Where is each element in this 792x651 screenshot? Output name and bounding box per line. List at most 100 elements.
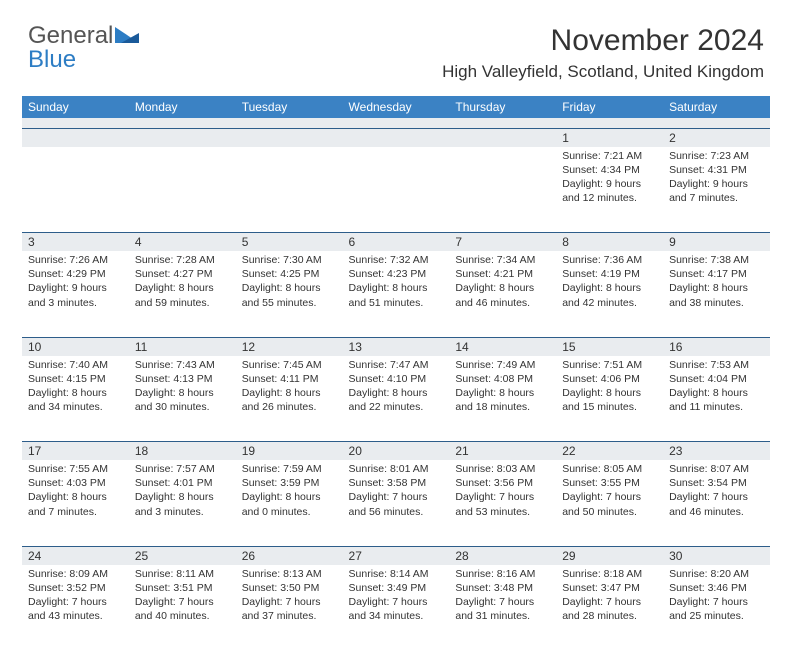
location-subtitle: High Valleyfield, Scotland, United Kingd… xyxy=(442,62,764,82)
daylight-text: Daylight: 7 hours xyxy=(349,595,444,609)
sunset-text: Sunset: 4:03 PM xyxy=(28,476,123,490)
day-number: 28 xyxy=(449,546,556,565)
sunrise-text: Sunrise: 8:05 AM xyxy=(562,462,657,476)
day-number: 6 xyxy=(343,233,450,252)
day-number: 1 xyxy=(556,128,663,147)
daylight-text: Daylight: 8 hours xyxy=(349,281,444,295)
daylight-text: Daylight: 7 hours xyxy=(28,595,123,609)
day-number xyxy=(236,128,343,147)
day-number: 7 xyxy=(449,233,556,252)
month-title: November 2024 xyxy=(442,24,764,58)
daylight-text: Daylight: 7 hours xyxy=(135,595,230,609)
day-cell: Sunrise: 7:51 AMSunset: 4:06 PMDaylight:… xyxy=(556,356,663,442)
daylight-text: and 43 minutes. xyxy=(28,609,123,623)
day-header: Saturday xyxy=(663,96,770,118)
sunrise-text: Sunrise: 7:59 AM xyxy=(242,462,337,476)
daylight-text: Daylight: 8 hours xyxy=(455,386,550,400)
day-number: 3 xyxy=(22,233,129,252)
day-number: 5 xyxy=(236,233,343,252)
sunset-text: Sunset: 4:10 PM xyxy=(349,372,444,386)
day-number-row: 10111213141516 xyxy=(22,337,770,356)
brand-text-blue: Blue xyxy=(28,46,76,73)
day-cell: Sunrise: 7:38 AMSunset: 4:17 PMDaylight:… xyxy=(663,251,770,337)
daylight-text: and 0 minutes. xyxy=(242,505,337,519)
daylight-text: and 11 minutes. xyxy=(669,400,764,414)
sunset-text: Sunset: 4:31 PM xyxy=(669,163,764,177)
sunrise-text: Sunrise: 7:43 AM xyxy=(135,358,230,372)
day-number: 22 xyxy=(556,442,663,461)
daylight-text: Daylight: 9 hours xyxy=(562,177,657,191)
sunrise-text: Sunrise: 7:30 AM xyxy=(242,253,337,267)
day-number xyxy=(129,128,236,147)
sunset-text: Sunset: 3:58 PM xyxy=(349,476,444,490)
daylight-text: and 28 minutes. xyxy=(562,609,657,623)
day-number: 21 xyxy=(449,442,556,461)
sunrise-text: Sunrise: 8:18 AM xyxy=(562,567,657,581)
day-number: 10 xyxy=(22,337,129,356)
day-cell: Sunrise: 7:43 AMSunset: 4:13 PMDaylight:… xyxy=(129,356,236,442)
day-cell: Sunrise: 7:26 AMSunset: 4:29 PMDaylight:… xyxy=(22,251,129,337)
week-row: Sunrise: 7:55 AMSunset: 4:03 PMDaylight:… xyxy=(22,460,770,546)
day-number: 4 xyxy=(129,233,236,252)
sunrise-text: Sunrise: 8:09 AM xyxy=(28,567,123,581)
sunset-text: Sunset: 4:29 PM xyxy=(28,267,123,281)
sunrise-text: Sunrise: 7:28 AM xyxy=(135,253,230,267)
daylight-text: and 53 minutes. xyxy=(455,505,550,519)
week-row: Sunrise: 8:09 AMSunset: 3:52 PMDaylight:… xyxy=(22,565,770,651)
sunrise-text: Sunrise: 7:40 AM xyxy=(28,358,123,372)
sunrise-text: Sunrise: 7:32 AM xyxy=(349,253,444,267)
day-header: Wednesday xyxy=(343,96,450,118)
day-cell xyxy=(449,147,556,233)
week-row: Sunrise: 7:40 AMSunset: 4:15 PMDaylight:… xyxy=(22,356,770,442)
daylight-text: Daylight: 7 hours xyxy=(455,490,550,504)
daylight-text: Daylight: 7 hours xyxy=(349,490,444,504)
sunrise-text: Sunrise: 7:26 AM xyxy=(28,253,123,267)
sunset-text: Sunset: 3:48 PM xyxy=(455,581,550,595)
daylight-text: Daylight: 8 hours xyxy=(242,281,337,295)
day-cell xyxy=(236,147,343,233)
daylight-text: Daylight: 7 hours xyxy=(562,595,657,609)
day-cell: Sunrise: 7:30 AMSunset: 4:25 PMDaylight:… xyxy=(236,251,343,337)
sunset-text: Sunset: 4:34 PM xyxy=(562,163,657,177)
daylight-text: and 40 minutes. xyxy=(135,609,230,623)
day-cell: Sunrise: 8:01 AMSunset: 3:58 PMDaylight:… xyxy=(343,460,450,546)
sunset-text: Sunset: 4:25 PM xyxy=(242,267,337,281)
daylight-text: Daylight: 8 hours xyxy=(135,281,230,295)
brand-triangle-icon xyxy=(115,27,139,43)
daylight-text: Daylight: 7 hours xyxy=(242,595,337,609)
day-number: 29 xyxy=(556,546,663,565)
daylight-text: and 26 minutes. xyxy=(242,400,337,414)
sunrise-text: Sunrise: 7:53 AM xyxy=(669,358,764,372)
sunrise-text: Sunrise: 8:11 AM xyxy=(135,567,230,581)
daylight-text: Daylight: 8 hours xyxy=(242,386,337,400)
sunrise-text: Sunrise: 7:45 AM xyxy=(242,358,337,372)
day-cell: Sunrise: 8:09 AMSunset: 3:52 PMDaylight:… xyxy=(22,565,129,651)
day-number: 23 xyxy=(663,442,770,461)
brand-text-gray: General xyxy=(28,22,113,49)
sunrise-text: Sunrise: 7:21 AM xyxy=(562,149,657,163)
day-cell: Sunrise: 7:45 AMSunset: 4:11 PMDaylight:… xyxy=(236,356,343,442)
day-header: Sunday xyxy=(22,96,129,118)
daylight-text: Daylight: 8 hours xyxy=(135,490,230,504)
sunset-text: Sunset: 4:17 PM xyxy=(669,267,764,281)
daylight-text: Daylight: 8 hours xyxy=(455,281,550,295)
daylight-text: and 55 minutes. xyxy=(242,296,337,310)
sunrise-text: Sunrise: 7:57 AM xyxy=(135,462,230,476)
day-number: 9 xyxy=(663,233,770,252)
day-number: 11 xyxy=(129,337,236,356)
sunset-text: Sunset: 3:51 PM xyxy=(135,581,230,595)
day-cell: Sunrise: 8:16 AMSunset: 3:48 PMDaylight:… xyxy=(449,565,556,651)
sunset-text: Sunset: 3:52 PM xyxy=(28,581,123,595)
day-cell: Sunrise: 8:20 AMSunset: 3:46 PMDaylight:… xyxy=(663,565,770,651)
sunset-text: Sunset: 3:54 PM xyxy=(669,476,764,490)
day-number: 25 xyxy=(129,546,236,565)
day-cell: Sunrise: 8:03 AMSunset: 3:56 PMDaylight:… xyxy=(449,460,556,546)
daylight-text: Daylight: 8 hours xyxy=(562,281,657,295)
brand-logo: General Blue xyxy=(28,24,139,72)
brand-text: General Blue xyxy=(28,24,139,72)
day-number: 26 xyxy=(236,546,343,565)
sunrise-text: Sunrise: 7:23 AM xyxy=(669,149,764,163)
sunrise-text: Sunrise: 8:01 AM xyxy=(349,462,444,476)
sunset-text: Sunset: 3:46 PM xyxy=(669,581,764,595)
sunrise-text: Sunrise: 7:34 AM xyxy=(455,253,550,267)
